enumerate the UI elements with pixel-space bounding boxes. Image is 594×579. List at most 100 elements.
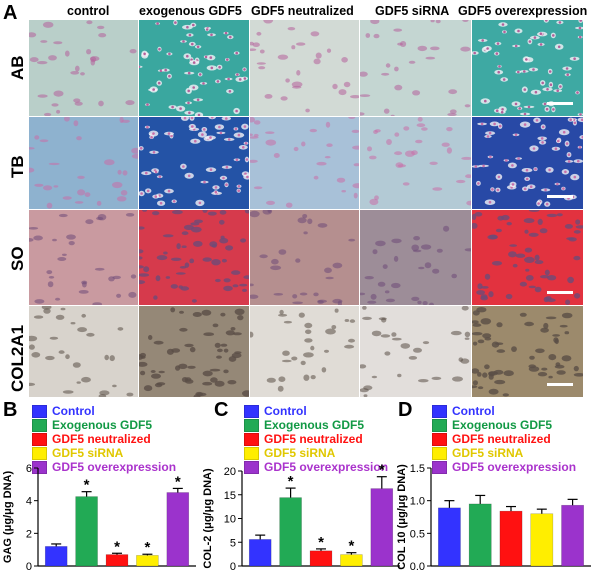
cell-lacuna [420, 244, 432, 250]
cell-lacuna [296, 70, 301, 76]
cell-lacuna [179, 266, 187, 269]
cell-lacuna [436, 248, 443, 253]
cell-lacuna [47, 281, 54, 288]
legend-swatch-exogenous-gdf5 [32, 418, 47, 432]
cell-lacuna [488, 291, 494, 298]
cell-nucleus [480, 122, 484, 126]
cell-nucleus [518, 107, 521, 110]
cell-lacuna [116, 293, 122, 298]
cell-lacuna [181, 245, 187, 248]
cell-lacuna [408, 60, 416, 64]
legend-label-gdf5-overexpression: GDF5 overexpression [452, 460, 577, 474]
cell-lacuna [48, 276, 55, 279]
cell-lacuna [139, 352, 146, 358]
cell-lacuna [81, 280, 88, 285]
cell-lacuna [266, 377, 276, 383]
cell-lacuna [256, 62, 266, 65]
bar-2 [309, 550, 333, 567]
cell-nucleus [156, 22, 159, 25]
cell-lacuna [573, 230, 581, 234]
cell-lacuna [540, 275, 550, 279]
cell-lacuna [367, 146, 372, 152]
cell-lacuna [285, 202, 293, 208]
legend-item-gdf5-overexpression: GDF5 overexpression [32, 460, 176, 474]
cell-nucleus [245, 158, 249, 161]
micrograph-texture [250, 308, 356, 392]
cell-nucleus [539, 32, 543, 35]
cell-lacuna [292, 85, 302, 89]
cell-nucleus [548, 70, 552, 73]
cell-lacuna [112, 384, 117, 388]
cell-lacuna [305, 108, 310, 113]
cell-lacuna [336, 177, 346, 183]
cell-lacuna [112, 275, 121, 280]
legend-label-control: Control [52, 404, 95, 418]
panel-letter-c: C [214, 399, 229, 421]
cell-lacuna [60, 307, 66, 311]
cell-nucleus [146, 125, 149, 129]
cell-nucleus [517, 157, 520, 160]
legend-item-gdf5-neutralized: GDF5 neutralized [32, 432, 176, 446]
cell-lacuna [202, 257, 212, 262]
cell-nucleus [158, 175, 162, 178]
cell-lacuna [41, 306, 52, 310]
cell-nucleus [567, 160, 571, 163]
cell-nucleus [578, 145, 582, 149]
cell-lacuna [565, 299, 571, 305]
cell-nucleus [146, 103, 149, 106]
y-axis-label: COL 10 (μg/μg DNA) [396, 464, 408, 570]
micrograph-texture [250, 210, 356, 305]
cell-lacuna [422, 301, 428, 305]
cell-lacuna [464, 337, 470, 340]
cell-lacuna [129, 49, 137, 54]
legend-label-gdf5-sirna: GDF5 siRNA [52, 446, 124, 460]
cell-nucleus [154, 170, 158, 174]
cell-nucleus [188, 111, 191, 115]
significance-star-1: * [84, 477, 90, 494]
cell-lacuna [472, 323, 482, 327]
cell-nucleus [543, 102, 547, 106]
cell-nucleus [246, 175, 249, 179]
cell-lacuna [29, 238, 34, 242]
cell-nucleus [186, 54, 189, 58]
cell-lacuna [524, 256, 535, 263]
cell-lacuna [559, 324, 568, 328]
cell-nucleus [497, 175, 501, 179]
panel-letter-b: B [3, 399, 18, 421]
cell-nucleus [218, 125, 221, 129]
cell-lacuna [484, 364, 490, 370]
cell-lacuna [273, 153, 280, 158]
cell-nucleus [545, 20, 548, 22]
cell-lacuna [393, 255, 399, 262]
cell-lacuna [267, 210, 272, 213]
y-tick-label: 2 [26, 528, 32, 540]
cell-lacuna [190, 222, 200, 226]
column-header-gdf5-overexpression: GDF5 overexpression [458, 4, 588, 18]
cell-lacuna [223, 348, 229, 353]
cell-lacuna [561, 312, 573, 319]
cell-nucleus [203, 180, 206, 184]
cell-lacuna [397, 373, 402, 378]
cell-lacuna [313, 175, 319, 180]
cell-lacuna [250, 159, 258, 163]
cell-lacuna [73, 120, 79, 127]
cell-lacuna [432, 187, 443, 191]
cell-lacuna [317, 223, 328, 228]
cell-lacuna [178, 363, 188, 369]
cell-lacuna [64, 117, 70, 122]
cell-lacuna [139, 265, 144, 269]
cell-lacuna [74, 201, 84, 204]
cell-lacuna [477, 339, 485, 344]
cell-lacuna [296, 42, 306, 46]
cell-nucleus [552, 108, 555, 111]
cell-lacuna [300, 360, 306, 366]
cell-lacuna [305, 329, 312, 335]
cell-nucleus [523, 123, 527, 126]
cell-lacuna [271, 258, 279, 265]
cell-lacuna [326, 48, 332, 53]
cell-lacuna [139, 256, 143, 260]
cell-lacuna [364, 276, 374, 280]
cell-lacuna [259, 254, 268, 259]
cell-nucleus [576, 91, 579, 94]
cell-lacuna [253, 186, 263, 190]
